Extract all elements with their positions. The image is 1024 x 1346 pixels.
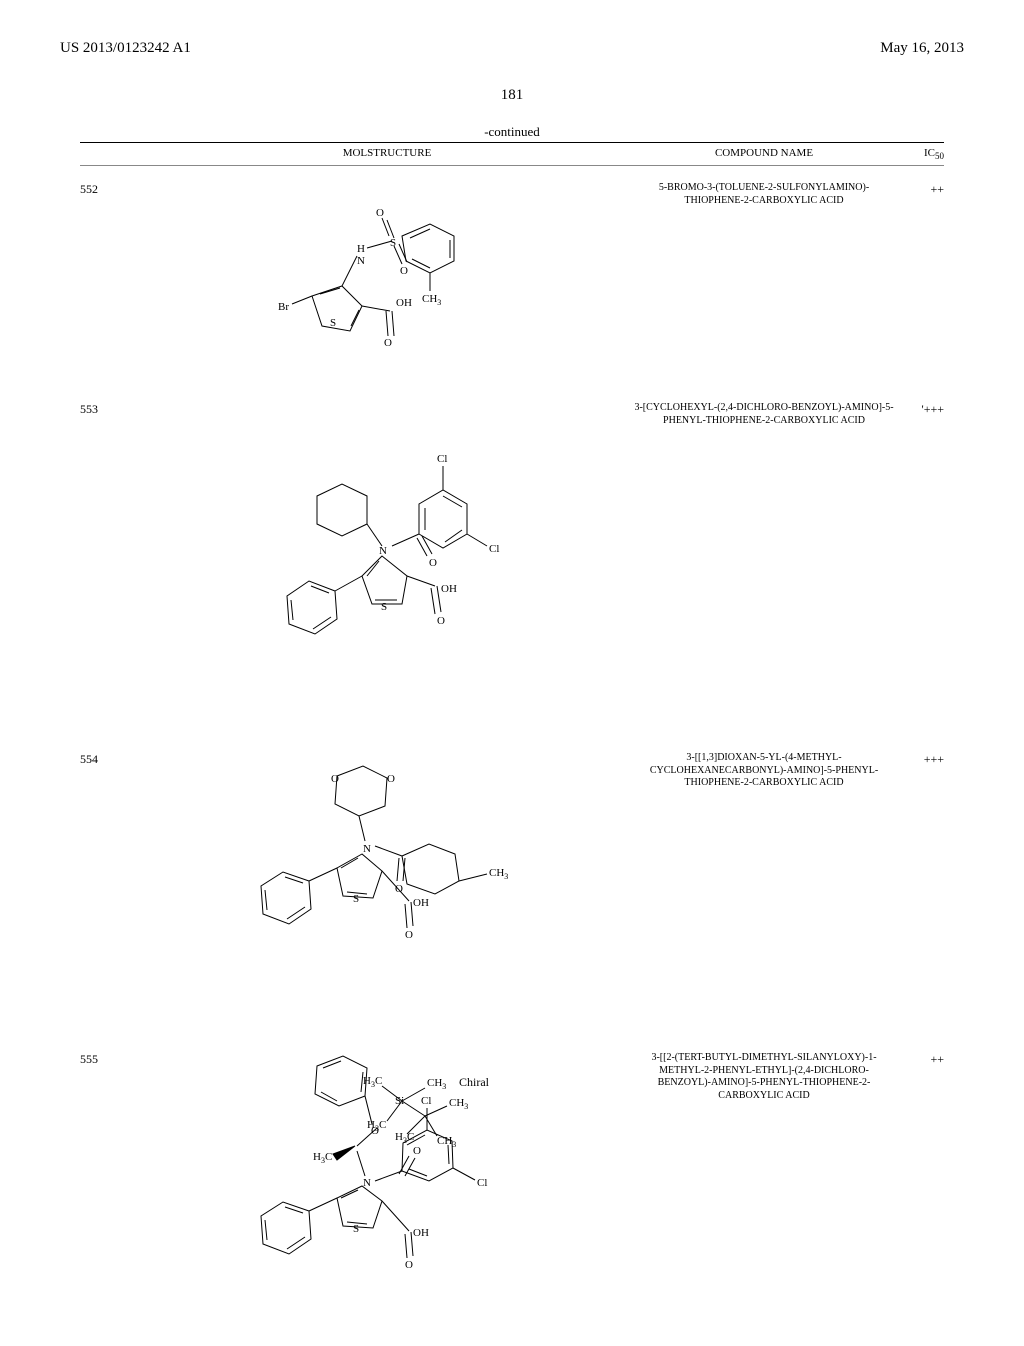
col-header-id — [80, 147, 140, 161]
atom-s: S — [353, 893, 359, 905]
publication-date: May 16, 2013 — [880, 40, 964, 57]
compound-name: 3-[[2-(TERT-BUTYL-DIMETHYL-SILANYLOXY)-1… — [634, 1046, 894, 1102]
compound-name: 5-BROMO-3-(TOLUENE-2-SULFONYLAMINO)-THIO… — [634, 176, 894, 207]
molstructure-cell: Si H3C CH3 H3C CH3 CH3 H3C — [140, 1046, 634, 1306]
atom-cl2: Cl — [489, 543, 499, 555]
compound-id: 553 — [80, 396, 140, 417]
atom-oh: OH — [441, 583, 457, 595]
atom-s: S — [353, 1223, 359, 1235]
ic50-value: ++ — [894, 1046, 944, 1067]
ic50-value: '+++ — [894, 396, 944, 417]
continued-label: -continued — [60, 124, 964, 140]
atom-o-diox2: O — [387, 773, 395, 785]
compound-id: 554 — [80, 746, 140, 767]
atom-o2: O — [400, 265, 408, 277]
atom-o1: O — [376, 207, 384, 219]
atom-oh: OH — [413, 1227, 429, 1239]
atom-o-carboxyl: O — [405, 1259, 413, 1271]
atom-oh: OH — [396, 297, 412, 309]
page-number: 181 — [60, 87, 964, 104]
table-column-headers: MOLSTRUCTURE COMPOUND NAME IC50 — [60, 143, 964, 165]
atom-ch3: CH3 — [422, 293, 441, 307]
atom-n2: N — [357, 255, 365, 267]
atom-o-carboxyl: O — [405, 929, 413, 941]
atom-h3c-1: H3C — [363, 1075, 382, 1089]
col-header-ic50: IC50 — [894, 147, 944, 161]
atom-ch3-4: CH3 — [449, 1097, 468, 1111]
molstructure-cell: Br S H N S O O OH O CH3 — [140, 176, 634, 346]
molstructure-icon: Cl Cl N O O OH S — [257, 396, 517, 696]
atom-o3: O — [384, 337, 392, 346]
atom-ch3-5: CH3 — [437, 1135, 456, 1149]
compound-name: 3-[CYCLOHEXYL-(2,4-DICHLORO-BENZOYL)-AMI… — [634, 396, 894, 427]
atom-h3c-6: H3C — [395, 1131, 414, 1145]
atom-cl1: Cl — [421, 1095, 431, 1107]
atom-o-silyl: O — [371, 1125, 379, 1137]
atom-cl2: Cl — [477, 1177, 487, 1189]
atom-oh: OH — [413, 897, 429, 909]
table-row: 553 — [60, 386, 964, 736]
molstructure-icon: Si H3C CH3 H3C CH3 CH3 H3C — [237, 1046, 537, 1306]
atom-s: S — [330, 317, 336, 329]
page-header: US 2013/0123242 A1 May 16, 2013 — [60, 40, 964, 57]
molstructure-cell: O O N O CH3 OH O S — [140, 746, 634, 996]
atom-n: N — [363, 1177, 371, 1189]
atom-br: Br — [278, 301, 289, 313]
table-row: 555 — [60, 1036, 964, 1346]
atom-o-carbonyl: O — [429, 557, 437, 569]
table-row: 554 — [60, 736, 964, 1036]
atom-h3c-wedge: H3C — [313, 1151, 332, 1165]
compound-id: 555 — [80, 1046, 140, 1067]
ic50-value: +++ — [894, 746, 944, 767]
atom-s: S — [381, 601, 387, 613]
atom-o-carbonyl: O — [395, 883, 403, 895]
table-row: 552 — [60, 166, 964, 386]
compound-name: 3-[[1,3]DIOXAN-5-YL-(4-METHYL-CYCLOHEXAN… — [634, 746, 894, 790]
atom-o-amide: O — [413, 1145, 421, 1157]
col-header-molstructure: MOLSTRUCTURE — [140, 147, 634, 161]
chiral-label: Chiral — [459, 1075, 490, 1089]
ic50-value: ++ — [894, 176, 944, 197]
molstructure-cell: Cl Cl N O O OH S — [140, 396, 634, 696]
atom-n: N — [363, 843, 371, 855]
molstructure-icon: O O N O CH3 OH O S — [237, 746, 537, 996]
col-header-compound-name: COMPOUND NAME — [634, 147, 894, 161]
compound-id: 552 — [80, 176, 140, 197]
atom-s-sulfonyl: S — [390, 237, 396, 249]
atom-cl1: Cl — [437, 453, 447, 465]
publication-number: US 2013/0123242 A1 — [60, 40, 191, 57]
molstructure-icon: Br S H N S O O OH O CH3 — [272, 176, 502, 346]
atom-o-carboxyl: O — [437, 615, 445, 627]
atom-ch3: CH3 — [489, 867, 508, 881]
atom-n: H — [357, 243, 365, 255]
atom-ch3-2: CH3 — [427, 1077, 446, 1091]
atom-si: Si — [395, 1095, 404, 1107]
atom-o-diox1: O — [331, 773, 339, 785]
atom-n: N — [379, 545, 387, 557]
